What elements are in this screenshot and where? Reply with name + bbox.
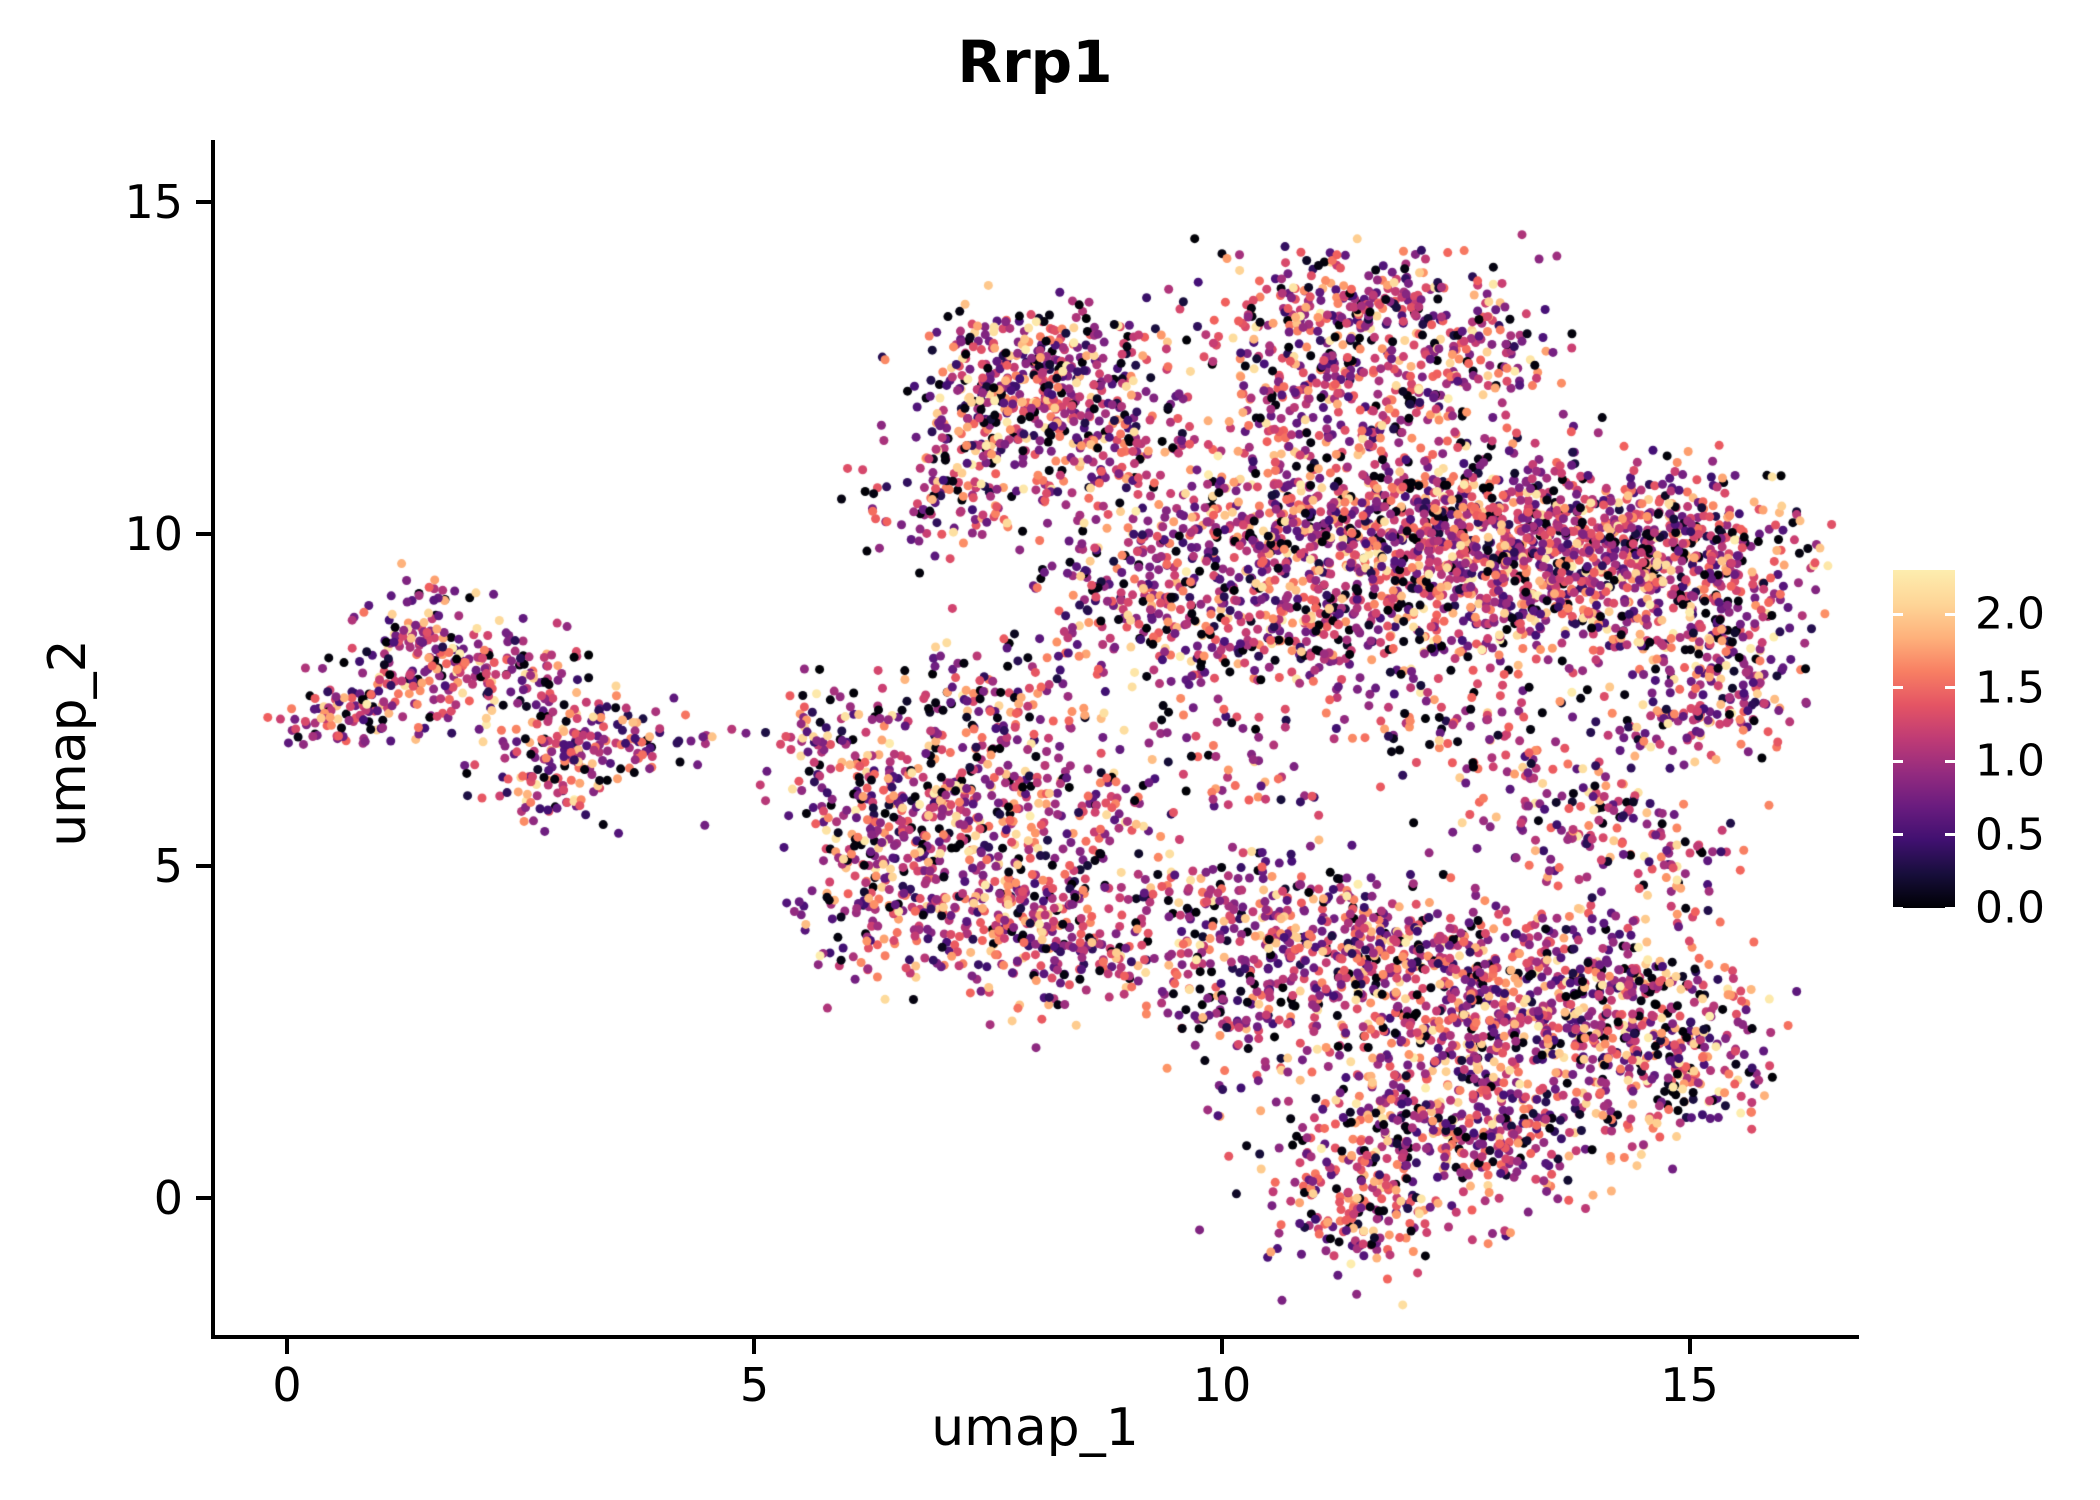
colorbar-tick-mark [1893,833,1903,837]
x-tick-mark [1220,1339,1224,1354]
y-tick-mark [196,864,211,869]
y-tick-label: 10 [124,506,183,561]
y-tick-label: 0 [153,1171,183,1226]
x-tick-label: 10 [1192,1358,1252,1412]
y-tick-mark [196,531,211,536]
colorbar-tick-label: 2.0 [1975,588,2045,640]
colorbar-tick-mark [1893,612,1903,616]
y-axis-line [211,140,215,1339]
scatter-canvas [215,140,1855,1335]
colorbar-tick-label: 1.0 [1975,735,2045,787]
x-tick-label: 5 [739,1358,770,1412]
x-tick-mark [1687,1339,1692,1354]
y-tick-label: 15 [124,174,183,229]
colorbar-tick-mark [1945,612,1955,616]
colorbar-tick-mark [1945,686,1955,690]
colorbar-tick-label: 1.5 [1975,662,2045,714]
x-tick-mark [284,1339,289,1354]
x-tick-label: 15 [1660,1358,1719,1412]
colorbar-tick-mark [1945,759,1955,763]
x-tick-label: 0 [272,1358,302,1412]
x-tick-mark [752,1339,757,1354]
y-tick-label: 5 [153,839,183,894]
colorbar-tick-label: 0.5 [1975,809,2045,861]
y-tick-mark [196,199,211,204]
colorbar-tick-mark [1893,759,1903,763]
y-axis-title: umap_2 [38,639,98,847]
colorbar-tick-mark [1945,833,1955,837]
x-axis-line [211,1335,1859,1339]
colorbar-tick-mark [1893,686,1903,690]
colorbar-tick-mark [1945,906,1955,910]
y-tick-mark [196,1196,211,1201]
colorbar-tick-mark [1893,906,1903,910]
colorbar-gradient [1893,570,1955,908]
colorbar-tick-label: 0.0 [1975,882,2045,934]
chart-title: Rrp1 [957,28,1113,96]
x-axis-title: umap_1 [931,1398,1139,1458]
